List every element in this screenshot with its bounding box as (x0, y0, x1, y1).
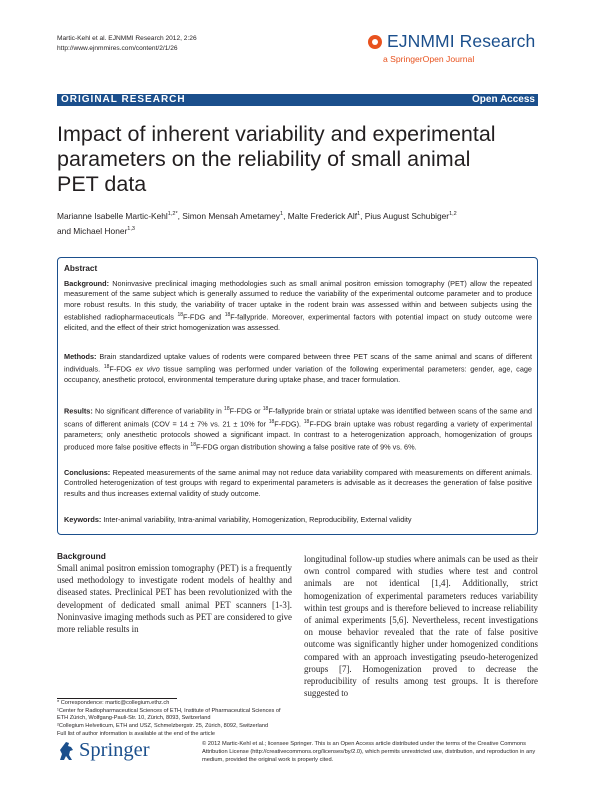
affiliation-marker: 1,2* (167, 211, 178, 217)
abstract-section-label: Background: (64, 279, 109, 288)
isotope-sup: 18 (103, 364, 110, 371)
abstract-text: F-FDG organ distribution showing a false… (195, 442, 417, 452)
affiliation-note: ¹Center for Radiopharmaceutical Sciences… (57, 707, 281, 722)
springer-logo: Springer (57, 739, 172, 765)
abstract-background: Background: Noninvasive preclinical imag… (64, 279, 532, 333)
affiliation-marker: 1,2 (449, 211, 457, 217)
title-line: parameters on the reliability of small a… (57, 147, 471, 171)
journal-logo: EJNMMI Research a SpringerOpen Journal (368, 31, 548, 71)
affiliation-marker: 1 (357, 211, 361, 217)
abstract-section-label: Keywords: (64, 515, 102, 524)
article-title: Impact of inherent variability and exper… (57, 122, 547, 197)
abstract-text: F-FDG and (183, 312, 225, 322)
abstract-text: F-FDG (109, 364, 136, 374)
keywords-text: Inter-animal variability, Intra-animal v… (101, 515, 412, 524)
affiliation-marker: 1,3 (127, 225, 135, 232)
author-name: Marianne Isabelle Martic-Kehl (57, 210, 168, 221)
correspondence-note[interactable]: * Correspondence: martic@collegium.ethz.… (57, 700, 170, 706)
author-name: , Pius August Schubiger (360, 210, 450, 221)
abstract-text: ex vivo (135, 364, 160, 374)
abstract-text: F-fallypride. Moreover, experimental fac… (64, 312, 532, 333)
section-banner: ORIGINAL RESEARCH Open Access (57, 94, 538, 106)
title-line: PET data (57, 172, 147, 196)
abstract-text: F-FDG brain uptake was robust regarding … (64, 419, 532, 452)
isotope-sup: 18 (190, 442, 196, 449)
citation-block: Martic-Kehl et al. EJNMMI Research 2012,… (57, 34, 197, 53)
springer-horse-icon (60, 742, 73, 760)
article-url[interactable]: http://www.ejnmmires.com/content/2/1/26 (57, 44, 178, 52)
abstract-methods: Methods: Brain standardized uptake value… (64, 352, 532, 386)
footnote-divider (57, 698, 177, 699)
open-access-label: Open Access (472, 94, 535, 105)
abstract-section-label: Conclusions: (64, 468, 111, 477)
abstract-conclusions: Conclusions: Repeated measurements of th… (64, 468, 532, 499)
affiliation-note: ²Collegium Helveticum, ETH and USZ, Schm… (57, 723, 269, 730)
isotope-sup: 18 (177, 312, 184, 319)
abstract-text: Noninvasive preclinical imaging methodol… (64, 279, 532, 322)
abstract-heading: Abstract (64, 264, 98, 273)
publisher-name: Springer (79, 739, 150, 761)
author-info-note: Full list of author information is avail… (57, 730, 215, 737)
affiliation-marker: 1 (280, 211, 284, 217)
journal-logo-icon (368, 35, 382, 49)
section-heading-background: Background (57, 551, 106, 561)
abstract-text: Brain standardized uptake values of rode… (64, 352, 532, 374)
isotope-sup: 18 (224, 406, 230, 412)
section-label: ORIGINAL RESEARCH (61, 94, 186, 105)
isotope-sup: 18 (303, 418, 310, 425)
author-list: Marianne Isabelle Martic-Kehl1,2*, Simon… (57, 208, 547, 238)
journal-subtitle: a SpringerOpen Journal (383, 54, 475, 64)
footnotes: * Correspondence: martic@collegium.ethz.… (57, 700, 292, 739)
journal-name: EJNMMI Research (387, 31, 536, 51)
abstract-text: F-fallypride brain or striatal uptake wa… (64, 406, 532, 429)
citation-line: Martic-Kehl et al. EJNMMI Research 2012,… (57, 35, 197, 42)
abstract-text: Repeated measurements of the same animal… (64, 468, 532, 498)
author-name: , Simon Mensah Ametamey (177, 210, 280, 221)
isotope-sup: 18 (224, 312, 231, 319)
isotope-sup: 18 (268, 418, 275, 425)
abstract-section-label: Methods: (64, 352, 97, 361)
body-left-column: Small animal positron emission tomograph… (57, 563, 292, 635)
abstract-box: Abstract Background: Noninvasive preclin… (57, 257, 538, 535)
abstract-text: No significant difference of variability… (92, 406, 225, 416)
body-right-column: longitudinal follow-up studies where ani… (304, 554, 538, 699)
abstract-keywords: Keywords: Inter-animal variability, Intr… (64, 515, 532, 525)
abstract-section-label: Results: (64, 406, 93, 416)
abstract-text: tissue sampling was performed under vari… (64, 364, 532, 385)
author-name: and Michael Honer (57, 225, 128, 236)
abstract-results: Results: No significant difference of va… (64, 404, 532, 453)
abstract-text: F-FDG). (274, 419, 304, 429)
license-text: © 2012 Martic-Kehl et al.; licensee Spri… (202, 741, 536, 764)
author-name: , Malte Frederick Alf (283, 210, 358, 221)
title-line: Impact of inherent variability and exper… (57, 122, 496, 146)
abstract-text: F-FDG or (229, 406, 263, 416)
isotope-sup: 18 (262, 406, 269, 412)
